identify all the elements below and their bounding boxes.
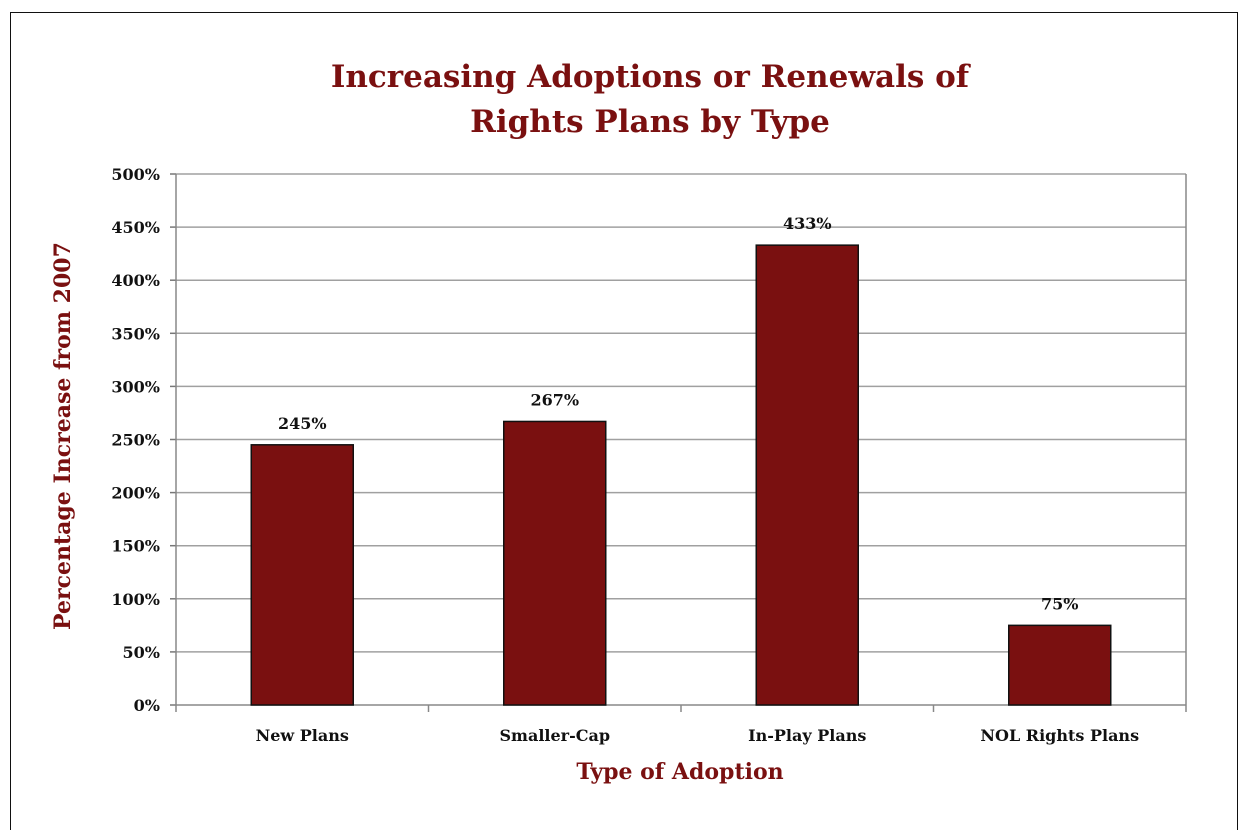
data-label: 433% — [783, 214, 832, 233]
bar — [250, 444, 354, 706]
y-tick-label: 150% — [111, 537, 160, 556]
chart-title: Increasing Adoptions or Renewals of Righ… — [0, 55, 1247, 145]
data-label: 267% — [530, 390, 579, 409]
chart-title-line-2: Rights Plans by Type — [470, 104, 830, 140]
bar — [1008, 624, 1112, 706]
y-tick-label: 200% — [111, 484, 160, 503]
x-category-label: In-Play Plans — [748, 726, 866, 745]
y-tick-label: 500% — [111, 165, 160, 184]
x-category-label: Smaller-Cap — [499, 726, 610, 745]
y-tick-label: 350% — [111, 324, 160, 343]
y-tick-label: 450% — [111, 218, 160, 237]
y-tick-label: 50% — [123, 643, 160, 662]
x-axis-label: Type of Adoption — [576, 759, 784, 785]
y-tick-label: 100% — [111, 590, 160, 609]
chart-title-line-1: Increasing Adoptions or Renewals of — [330, 59, 970, 95]
bar — [503, 420, 607, 706]
x-category-label: NOL Rights Plans — [980, 726, 1139, 745]
bar — [755, 244, 859, 706]
x-category-label: New Plans — [256, 726, 349, 745]
y-tick-label: 300% — [111, 377, 160, 396]
data-label: 245% — [278, 414, 327, 433]
y-tick-label: 250% — [111, 431, 160, 450]
y-tick-label: 400% — [111, 271, 160, 290]
y-tick-label: 0% — [134, 696, 160, 715]
data-label: 75% — [1041, 594, 1078, 613]
